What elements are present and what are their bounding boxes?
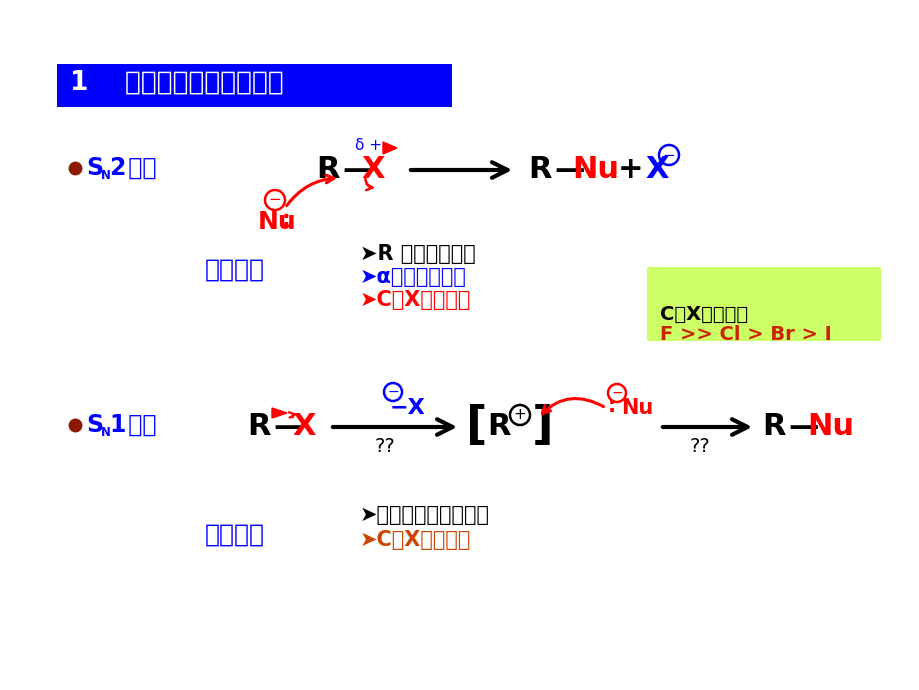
Polygon shape [382,142,397,154]
Text: F >> Cl > Br > I: F >> Cl > Br > I [659,326,831,344]
Text: C－X键强度：: C－X键强度： [659,304,747,324]
Text: ➤C－X键易解离: ➤C－X键易解离 [359,530,471,550]
FancyBboxPatch shape [57,64,451,107]
Text: X: X [360,155,384,184]
Text: R: R [315,155,339,184]
Text: R: R [528,155,550,184]
Text: Nu: Nu [572,155,618,184]
Text: δ +: δ + [355,139,381,153]
Text: X: X [644,155,668,184]
FancyBboxPatch shape [646,267,880,341]
Text: ➤C－X键易解离: ➤C－X键易解离 [359,290,471,310]
Text: R: R [486,413,510,442]
Text: ]: ] [531,404,553,449]
Text: −: − [662,148,675,163]
Text: $\mathbf{1}$: $\mathbf{1}$ [108,413,126,437]
Text: [: [ [466,404,487,449]
Text: —: — [342,155,372,184]
Text: −: − [387,385,398,399]
Text: —: — [553,155,584,184]
Text: ??: ?? [375,437,395,455]
Text: 1    底物结构对机理的影响: 1 底物结构对机理的影响 [70,70,283,96]
Text: ➤α－碳正电性大: ➤α－碳正电性大 [359,267,466,287]
Text: R: R [761,413,785,442]
Text: ??: ?? [689,437,710,455]
Text: 机理: 机理 [119,413,156,437]
Text: 有利因素: 有利因素 [205,523,265,547]
Text: 机理: 机理 [119,156,156,180]
Text: −: − [268,193,281,208]
Text: 有利因素: 有利因素 [205,258,265,282]
Text: ➤生成的正碳离子稳定: ➤生成的正碳离子稳定 [359,505,490,525]
Text: $\mathbf{_N}$: $\mathbf{_N}$ [100,421,111,439]
Text: Nu: Nu [806,413,853,442]
Text: $\mathbf{S}$: $\mathbf{S}$ [85,156,103,180]
Text: —: — [273,413,303,442]
Text: +: + [618,155,643,184]
Text: $\mathbf{2}$: $\mathbf{2}$ [108,156,125,180]
Text: ➤R 的空间位阻小: ➤R 的空间位阻小 [359,244,475,264]
Text: Nu: Nu [620,398,652,418]
Text: —: — [788,413,818,442]
Text: X: X [291,413,315,442]
Text: ∶: ∶ [608,398,615,418]
Text: $\mathbf{S}$: $\mathbf{S}$ [85,413,103,437]
Text: +: + [513,408,526,422]
Text: −X: −X [390,398,425,418]
Polygon shape [272,408,287,418]
Text: −: − [610,386,622,400]
Text: Nu: Nu [257,210,297,234]
Text: R: R [246,413,270,442]
Text: $\mathbf{_N}$: $\mathbf{_N}$ [100,164,111,182]
Text: ∶: ∶ [283,212,289,232]
